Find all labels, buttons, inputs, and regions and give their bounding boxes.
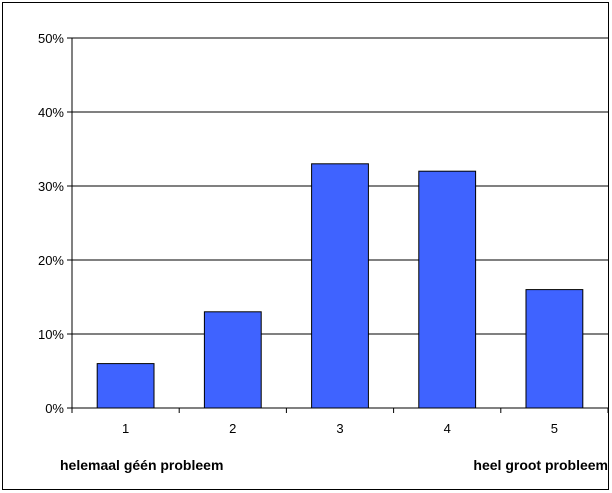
axes — [67, 37, 609, 413]
y-tick-labels: 0% 10% 20% 30% 40% 50% — [38, 31, 64, 416]
y-tick-label: 40% — [38, 105, 64, 120]
y-tick-label: 10% — [38, 327, 64, 342]
x-tick-label: 4 — [444, 421, 451, 436]
x-tick-label: 3 — [336, 421, 343, 436]
y-tick-label: 50% — [38, 31, 64, 46]
scale-high-label: heel groot probleem — [473, 457, 608, 473]
bar — [525, 289, 584, 409]
bar — [203, 311, 262, 409]
x-tick-label: 1 — [122, 421, 129, 436]
x-tick-label: 2 — [229, 421, 236, 436]
bar — [418, 170, 477, 409]
scale-low-label: helemaal géén probleem — [60, 457, 223, 473]
x-tick-labels: 1 2 3 4 5 — [122, 421, 558, 436]
bars — [96, 163, 584, 409]
y-tick-label: 30% — [38, 179, 64, 194]
bar — [96, 363, 155, 409]
y-tick-label: 0% — [45, 401, 64, 416]
bar — [311, 163, 369, 409]
x-tick-label: 5 — [551, 421, 558, 436]
y-tick-label: 20% — [38, 253, 64, 268]
